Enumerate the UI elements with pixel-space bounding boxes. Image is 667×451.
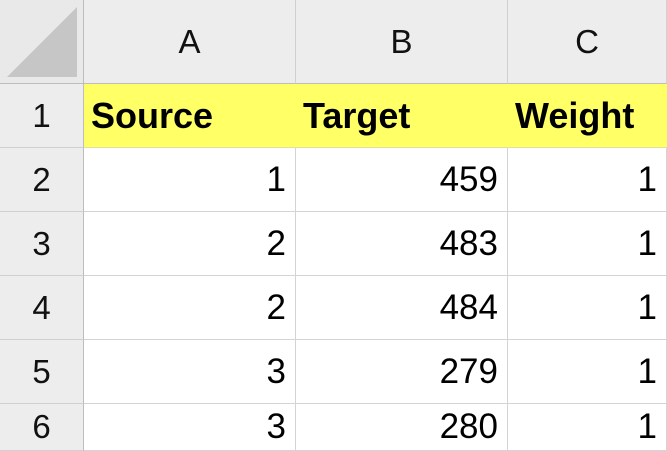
row-header-4[interactable]: 4 xyxy=(0,276,84,340)
cell-b3[interactable]: 483 xyxy=(296,212,508,276)
cell-b1[interactable]: Target xyxy=(296,84,508,148)
cell-a4[interactable]: 2 xyxy=(84,276,296,340)
cell-c1[interactable]: Weight xyxy=(508,84,667,148)
select-all-triangle-icon xyxy=(7,7,77,77)
cell-a1[interactable]: Source xyxy=(84,84,296,148)
cell-a3[interactable]: 2 xyxy=(84,212,296,276)
cell-c3[interactable]: 1 xyxy=(508,212,667,276)
row-header-1[interactable]: 1 xyxy=(0,84,84,148)
column-header-a[interactable]: A xyxy=(84,0,296,84)
column-header-b[interactable]: B xyxy=(296,0,508,84)
cell-c6[interactable]: 1 xyxy=(508,404,667,451)
row-header-6[interactable]: 6 xyxy=(0,404,84,451)
column-header-c[interactable]: C xyxy=(508,0,667,84)
cell-a5[interactable]: 3 xyxy=(84,340,296,404)
cell-a2[interactable]: 1 xyxy=(84,148,296,212)
cell-b6[interactable]: 280 xyxy=(296,404,508,451)
cell-b2[interactable]: 459 xyxy=(296,148,508,212)
row-header-3[interactable]: 3 xyxy=(0,212,84,276)
cell-b4[interactable]: 484 xyxy=(296,276,508,340)
cell-c4[interactable]: 1 xyxy=(508,276,667,340)
row-header-2[interactable]: 2 xyxy=(0,148,84,212)
cell-b5[interactable]: 279 xyxy=(296,340,508,404)
cell-c5[interactable]: 1 xyxy=(508,340,667,404)
cell-c2[interactable]: 1 xyxy=(508,148,667,212)
select-all-corner[interactable] xyxy=(0,0,84,84)
cell-a6[interactable]: 3 xyxy=(84,404,296,451)
row-header-5[interactable]: 5 xyxy=(0,340,84,404)
